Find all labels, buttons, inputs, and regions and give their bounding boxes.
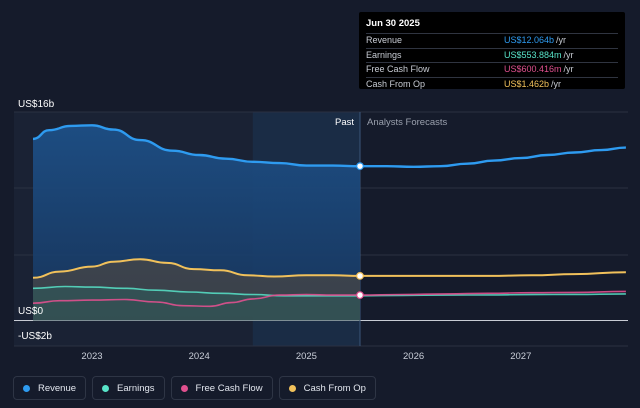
cash-from-op-marker <box>356 272 364 280</box>
x-tick-label: 2024 <box>189 351 210 362</box>
x-tick-label: 2027 <box>510 351 531 362</box>
legend-item-earnings[interactable]: Earnings <box>92 376 165 400</box>
revenue-marker <box>356 162 364 171</box>
x-tick-label: 2026 <box>403 351 424 362</box>
cash-from-op-line <box>32 258 626 279</box>
legend-label: Cash From Op <box>303 382 366 394</box>
tooltip-value: US$12.064b <box>504 35 555 45</box>
tooltip-value: US$1.462b <box>504 78 550 89</box>
cash-from-op-dot-icon <box>288 384 296 392</box>
legend-label: Revenue <box>38 382 77 394</box>
y-label-zero: US$0 <box>18 306 43 317</box>
tooltip-unit: /yr <box>551 78 562 89</box>
free-cash-flow-marker <box>356 291 364 300</box>
tooltip-value: US$553.884m <box>504 49 562 60</box>
tooltip-value: US$600.416m <box>504 64 562 74</box>
y-label-top: US$16b <box>18 99 55 110</box>
legend-item-revenue[interactable]: Revenue <box>13 376 87 400</box>
revenue-dot-icon <box>23 384 30 392</box>
tooltip-row-revenue: Revenue US$12.064b /yr <box>366 33 618 48</box>
earnings-area <box>33 286 360 321</box>
legend-item-free-cash-flow[interactable]: Free Cash Flow <box>170 376 273 400</box>
tooltip-unit: /yr <box>563 64 574 74</box>
tooltip-unit: /yr <box>556 35 567 45</box>
tooltip-date: Jun 30 2025 <box>366 18 420 29</box>
y-label-bottom: -US$2b <box>18 331 52 342</box>
revenue-line <box>32 124 626 169</box>
x-tick-label: 2023 <box>81 351 102 362</box>
tooltip-unit: /yr <box>563 49 574 60</box>
region-label-forecast: Analysts Forecasts <box>367 117 447 128</box>
free-cash-flow-line <box>32 290 626 308</box>
free-cash-flow-dot-icon <box>180 384 188 392</box>
legend-label: Earnings <box>117 382 155 394</box>
tooltip-label: Revenue <box>366 35 403 45</box>
region-label-past: Past <box>335 117 354 128</box>
tooltip-label: Earnings <box>366 49 402 60</box>
tooltip: Jun 30 2025 Revenue US$12.064b /yr Earni… <box>359 12 625 89</box>
tooltip-label: Free Cash Flow <box>366 64 430 74</box>
legend: Revenue Earnings Free Cash Flow Cash Fro… <box>13 376 376 400</box>
earnings-dot-icon <box>102 384 110 392</box>
legend-label: Free Cash Flow <box>195 382 263 394</box>
legend-item-cash-from-op[interactable]: Cash From Op <box>278 376 376 400</box>
tooltip-row-free-cash-flow: Free Cash Flow US$600.416m /yr <box>366 62 618 77</box>
tooltip-label: Cash From Op <box>366 78 426 89</box>
x-tick-label: 2025 <box>296 351 317 362</box>
tooltip-row-earnings: Earnings US$553.884m /yr <box>366 47 618 63</box>
tooltip-row-cash-from-op: Cash From Op US$1.462b /yr <box>366 76 618 92</box>
